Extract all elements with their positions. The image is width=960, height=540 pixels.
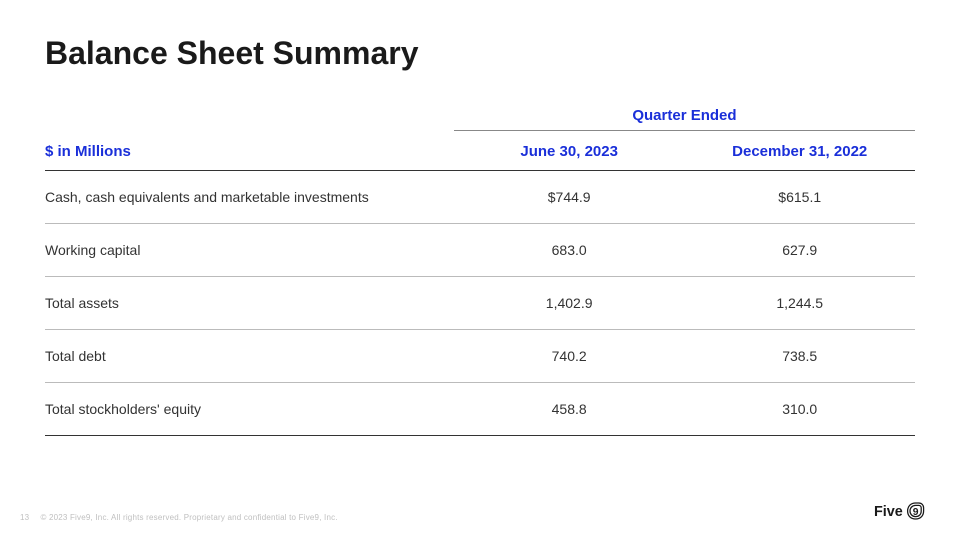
- balance-sheet-table: Quarter Ended $ in Millions June 30, 202…: [45, 107, 915, 436]
- table-row: Working capital 683.0 627.9: [45, 224, 915, 277]
- table-row: Total debt 740.2 738.5: [45, 330, 915, 383]
- row-value: 1,244.5: [684, 277, 915, 330]
- table-row: Total assets 1,402.9 1,244.5: [45, 277, 915, 330]
- slide: Balance Sheet Summary Quarter Ended $ in…: [0, 0, 960, 540]
- row-label: Cash, cash equivalents and marketable in…: [45, 171, 454, 224]
- footer: 13 © 2023 Five9, Inc. All rights reserve…: [20, 513, 338, 522]
- table-super-header-row: Quarter Ended: [45, 107, 915, 131]
- row-value: 738.5: [684, 330, 915, 383]
- page-number: 13: [20, 513, 38, 522]
- row-label: Total assets: [45, 277, 454, 330]
- row-value: $615.1: [684, 171, 915, 224]
- row-value: 1,402.9: [454, 277, 685, 330]
- table-super-header: Quarter Ended: [454, 107, 915, 131]
- page-title: Balance Sheet Summary: [45, 35, 915, 72]
- table-header-row: $ in Millions June 30, 2023 December 31,…: [45, 137, 915, 171]
- five9-logo: Five 9: [874, 501, 938, 526]
- row-value: 458.8: [454, 383, 685, 436]
- table-header-col-2: December 31, 2022: [684, 137, 915, 171]
- row-label: Working capital: [45, 224, 454, 277]
- table-row: Total stockholders' equity 458.8 310.0: [45, 383, 915, 436]
- row-value: $744.9: [454, 171, 685, 224]
- row-label: Total debt: [45, 330, 454, 383]
- copyright-text: © 2023 Five9, Inc. All rights reserved. …: [40, 513, 337, 522]
- row-value: 683.0: [454, 224, 685, 277]
- svg-text:9: 9: [913, 507, 919, 518]
- table: Quarter Ended $ in Millions June 30, 202…: [45, 107, 915, 436]
- logo-text: Five: [874, 504, 903, 520]
- row-value: 627.9: [684, 224, 915, 277]
- row-value: 740.2: [454, 330, 685, 383]
- table-row: Cash, cash equivalents and marketable in…: [45, 171, 915, 224]
- table-header-label: $ in Millions: [45, 137, 454, 171]
- row-value: 310.0: [684, 383, 915, 436]
- row-label: Total stockholders' equity: [45, 383, 454, 436]
- table-header-col-1: June 30, 2023: [454, 137, 685, 171]
